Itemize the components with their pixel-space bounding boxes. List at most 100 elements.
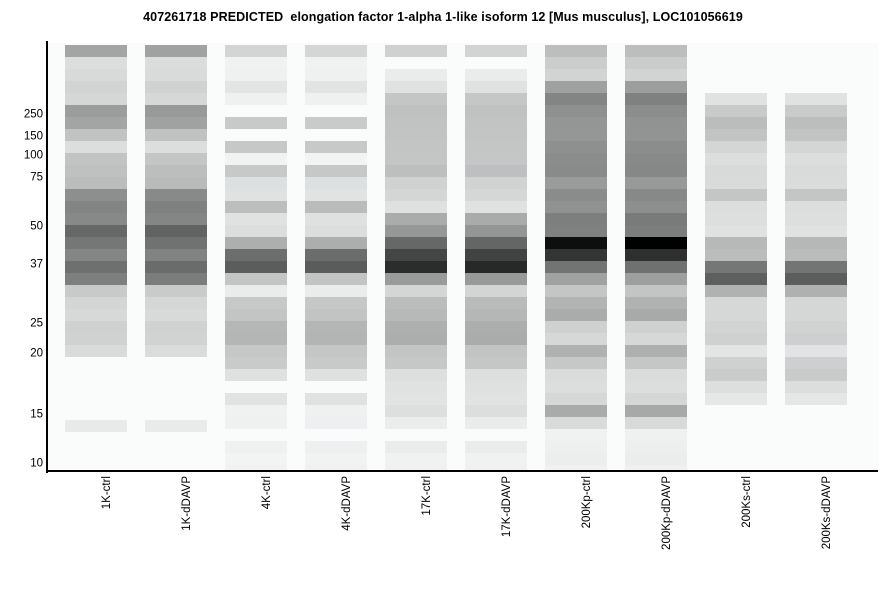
gel-band <box>145 285 207 297</box>
gel-band <box>225 69 287 81</box>
gel-band <box>785 309 847 321</box>
gel-band <box>305 225 367 237</box>
gel-band <box>385 273 447 285</box>
gel-band <box>305 141 367 153</box>
gel-band <box>65 69 127 81</box>
gel-band <box>225 393 287 405</box>
gel-band <box>625 429 687 441</box>
gel-band <box>385 381 447 393</box>
gel-band <box>465 45 527 57</box>
x-tick-label-17k-ctrl: 17K-ctrl <box>421 476 433 516</box>
gel-band <box>705 321 767 333</box>
gel-band <box>65 309 127 321</box>
gel-band <box>465 213 527 225</box>
gel-band <box>465 189 527 201</box>
gel-band <box>65 153 127 165</box>
gel-band <box>225 189 287 201</box>
gel-band <box>465 285 527 297</box>
gel-band <box>385 129 447 141</box>
gel-band <box>705 177 767 189</box>
gel-band <box>545 417 607 429</box>
gel-band <box>545 189 607 201</box>
gel-band <box>145 129 207 141</box>
gel-band <box>145 249 207 261</box>
y-tick-label-50: 50 <box>30 220 43 233</box>
gel-band <box>785 381 847 393</box>
gel-band <box>545 81 607 93</box>
gel-band <box>545 321 607 333</box>
gel-lane-1k-ddavp <box>145 43 207 471</box>
gel-band <box>705 297 767 309</box>
gel-band <box>625 261 687 273</box>
gel-band <box>305 357 367 369</box>
gel-band <box>385 441 447 453</box>
gel-band <box>65 57 127 69</box>
gel-band <box>385 81 447 93</box>
gel-band <box>305 369 367 381</box>
gel-band <box>145 117 207 129</box>
gel-band <box>465 177 527 189</box>
gel-band <box>545 177 607 189</box>
y-tick-label-75: 75 <box>30 171 43 184</box>
y-tick-label-150: 150 <box>23 130 43 143</box>
gel-band <box>305 69 367 81</box>
page-title: 407261718 PREDICTED elongation factor 1-… <box>143 10 743 24</box>
gel-band <box>785 105 847 117</box>
gel-band <box>465 465 527 471</box>
gel-band <box>385 465 447 471</box>
gel-band <box>305 345 367 357</box>
gel-band <box>465 81 527 93</box>
gel-band <box>545 429 607 441</box>
gel-band <box>65 237 127 249</box>
gel-band <box>625 57 687 69</box>
gel-band <box>465 357 527 369</box>
gel-band <box>465 345 527 357</box>
gel-band <box>65 141 127 153</box>
gel-band <box>385 453 447 465</box>
gel-band <box>225 369 287 381</box>
gel-band <box>705 213 767 225</box>
gel-band <box>65 177 127 189</box>
gel-band <box>65 273 127 285</box>
gel-band <box>625 81 687 93</box>
gel-band <box>625 165 687 177</box>
gel-band <box>225 81 287 93</box>
gel-band <box>385 405 447 417</box>
gel-band <box>465 273 527 285</box>
gel-band <box>705 381 767 393</box>
gel-band <box>545 225 607 237</box>
gel-band <box>225 321 287 333</box>
gel-band <box>225 261 287 273</box>
gel-band <box>145 57 207 69</box>
gel-band <box>225 273 287 285</box>
gel-band <box>145 165 207 177</box>
gel-band <box>625 69 687 81</box>
gel-band <box>545 285 607 297</box>
gel-band <box>625 393 687 405</box>
gel-band <box>305 93 367 105</box>
gel-band <box>305 201 367 213</box>
gel-band <box>705 129 767 141</box>
gel-band <box>705 369 767 381</box>
gel-plot-area <box>48 43 878 471</box>
gel-band <box>225 93 287 105</box>
x-tick-label-4k-ctrl: 4K-ctrl <box>261 476 273 510</box>
gel-band <box>385 177 447 189</box>
gel-band <box>465 381 527 393</box>
gel-lane-4k-ctrl <box>225 43 287 471</box>
y-axis-tick-labels: 250 150 100 75 50 37 25 20 15 10 <box>0 0 46 595</box>
gel-band <box>225 225 287 237</box>
gel-band <box>625 117 687 129</box>
gel-band <box>305 117 367 129</box>
gel-band <box>625 345 687 357</box>
gel-band <box>65 201 127 213</box>
gel-band <box>145 309 207 321</box>
gel-band <box>225 177 287 189</box>
gel-band <box>465 237 527 249</box>
gel-band <box>305 309 367 321</box>
y-axis-spine <box>46 41 48 473</box>
gel-band <box>305 333 367 345</box>
gel-band <box>705 357 767 369</box>
gel-band <box>545 57 607 69</box>
